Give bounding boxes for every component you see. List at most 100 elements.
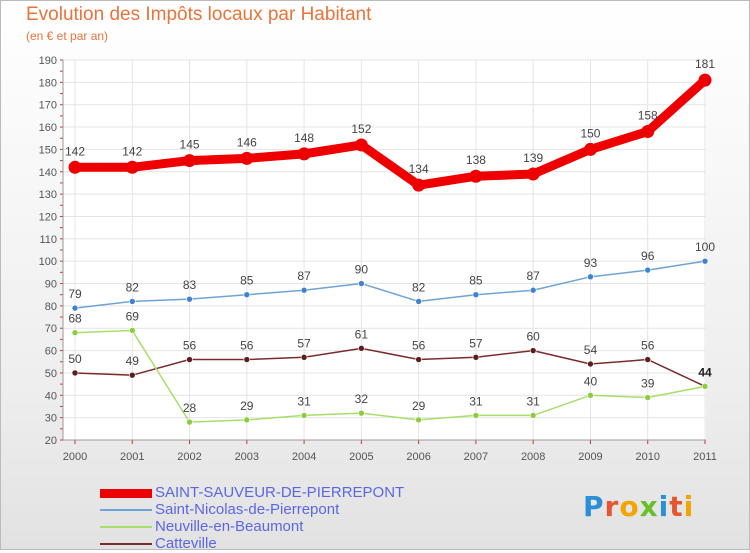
- logo-letter: o: [619, 490, 640, 523]
- y-tick-label: 70: [45, 323, 57, 335]
- legend-label-saint-sauveur: SAINT-SAUVEUR-DE-PIERREPONT: [155, 484, 405, 501]
- y-tick-label: 170: [39, 100, 57, 112]
- data-point: [472, 412, 480, 419]
- data-label: 56: [641, 339, 655, 353]
- data-label: 145: [180, 138, 200, 152]
- data-label: 29: [412, 399, 426, 413]
- data-point: [526, 167, 540, 181]
- data-point: [412, 178, 426, 192]
- y-tick-label: 180: [39, 77, 57, 89]
- x-tick-label: 2009: [578, 451, 602, 463]
- data-label: 49: [126, 354, 140, 368]
- legend-label-saint-nicolas: Saint-Nicolas-de-Pierrepont: [155, 501, 340, 518]
- y-tick-label: 130: [39, 189, 57, 201]
- y-tick-label: 20: [45, 435, 57, 447]
- y-tick-label: 90: [45, 279, 57, 291]
- logo-letter: i: [658, 490, 670, 523]
- data-label: 152: [351, 122, 371, 136]
- data-point: [358, 345, 365, 352]
- data-point: [300, 353, 308, 361]
- y-tick-label: 190: [39, 55, 57, 67]
- x-tick-label: 2005: [349, 451, 373, 463]
- x-tick-label: 2008: [521, 451, 545, 463]
- y-tick-label: 100: [39, 256, 57, 268]
- data-point: [583, 142, 597, 156]
- x-tick-label: 2011: [693, 451, 717, 463]
- data-label: 87: [297, 269, 311, 283]
- data-label: 85: [469, 274, 483, 288]
- data-point: [587, 360, 594, 368]
- chart-subtitle: (en € et par an): [26, 29, 109, 43]
- y-tick-label: 60: [45, 346, 57, 358]
- legend-swatch-saint-sauveur: [100, 489, 152, 498]
- plot-area: [63, 60, 706, 440]
- data-label: 181: [695, 57, 715, 71]
- data-point: [587, 273, 594, 281]
- data-label: 56: [240, 339, 254, 353]
- chart-title: Evolution des Impôts locaux par Habitant: [26, 4, 372, 25]
- data-label: 93: [584, 256, 598, 270]
- data-label: 83: [183, 278, 197, 292]
- legend-label-catteville: Catteville: [155, 535, 217, 552]
- logo-letter: r: [604, 490, 620, 523]
- data-point: [128, 371, 136, 379]
- data-point: [71, 369, 79, 377]
- legend-swatch-catteville: [100, 543, 152, 545]
- y-tick-label: 160: [39, 122, 57, 134]
- x-tick-label: 2004: [292, 451, 316, 463]
- data-label: 56: [183, 339, 197, 353]
- data-point: [415, 416, 422, 424]
- data-point: [354, 138, 368, 152]
- data-label: 40: [584, 374, 598, 388]
- data-point: [243, 416, 251, 424]
- data-label: 79: [68, 287, 82, 301]
- x-tick-label: 2001: [120, 451, 144, 463]
- legend-label-neuville: Neuville-en-Beaumont: [155, 518, 304, 535]
- data-point: [300, 286, 308, 294]
- legend-swatch-saint-nicolas: [100, 509, 152, 511]
- proxiti-logo[interactable]: Proxiti: [583, 490, 694, 523]
- data-label: 54: [584, 343, 598, 357]
- x-tick-label: 2006: [406, 451, 430, 463]
- data-label: 44: [698, 365, 712, 379]
- data-point: [128, 298, 136, 305]
- data-label: 31: [527, 394, 541, 408]
- logo-letter: t: [669, 490, 684, 523]
- data-point: [358, 409, 365, 417]
- data-label: 85: [240, 274, 254, 288]
- x-tick-label: 2000: [63, 451, 87, 463]
- data-label: 142: [65, 144, 85, 158]
- y-tick-label: 150: [39, 144, 57, 156]
- logo-letter: x: [639, 490, 659, 523]
- data-point: [644, 394, 652, 401]
- series-line-1: [74, 260, 706, 309]
- data-label: 61: [355, 327, 369, 341]
- y-tick-label: 120: [39, 211, 57, 223]
- x-tick-label: 2010: [635, 451, 659, 463]
- data-point: [644, 356, 652, 363]
- data-label: 50: [68, 352, 82, 366]
- x-tick-label: 2003: [235, 451, 259, 463]
- logo-letter: P: [583, 490, 605, 523]
- data-label: 29: [240, 399, 254, 413]
- y-tick-label: 110: [39, 234, 57, 246]
- data-point: [698, 73, 712, 87]
- y-tick-label: 140: [39, 167, 57, 179]
- data-label: 96: [641, 249, 655, 263]
- data-point: [68, 160, 82, 174]
- data-point: [186, 295, 193, 303]
- series-line-3: [74, 347, 706, 388]
- series-line-0: [70, 75, 710, 190]
- data-label: 139: [523, 151, 543, 165]
- data-label: 148: [294, 131, 314, 145]
- y-tick-label: 80: [45, 301, 57, 313]
- y-tick-label: 50: [45, 368, 57, 380]
- data-point: [358, 280, 365, 287]
- data-point: [701, 383, 709, 390]
- data-point: [186, 356, 193, 363]
- x-tick-label: 2007: [464, 451, 488, 463]
- data-label: 82: [412, 280, 426, 294]
- data-point: [128, 327, 136, 334]
- data-label: 100: [695, 240, 715, 254]
- data-label: 57: [469, 336, 483, 350]
